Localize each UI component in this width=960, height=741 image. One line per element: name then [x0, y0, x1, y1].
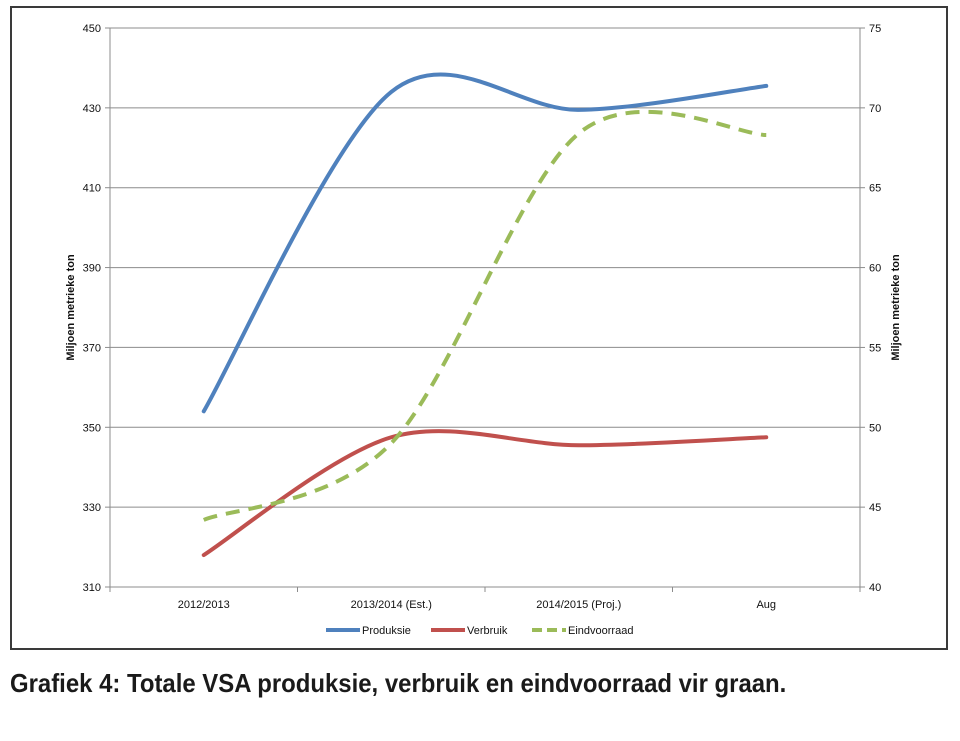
right-tick-label: 65 [869, 183, 881, 195]
series-line-verbruik [201, 429, 769, 558]
legend-label: Eindvoorraad [568, 625, 633, 637]
right-tick-label: 50 [869, 422, 881, 434]
series-line-eindvoorraad [202, 109, 767, 522]
x-tick-label: 2013/2014 (Est.) [351, 599, 432, 611]
chart: 310 330 350 370 390 410 430 450 40 45 50 55 60 65 70 75… [65, 23, 902, 637]
left-tick-label: 410 [83, 183, 101, 195]
left-tick-label: 370 [83, 342, 101, 354]
left-tick-label: 350 [83, 422, 101, 434]
left-tick-label: 390 [83, 263, 101, 275]
left-tick-label: 330 [83, 502, 101, 514]
right-tick-label: 55 [869, 342, 881, 354]
left-tick-label: 310 [83, 582, 101, 594]
x-tick-label: 2014/2015 (Proj.) [536, 599, 621, 611]
right-tick-label: 70 [869, 103, 881, 115]
chart-frame: 310 330 350 370 390 410 430 450 40 45 50 55 60 65 70 75… [10, 6, 948, 650]
right-axis-title: Miljoen metrieke ton [890, 254, 902, 361]
left-tick-label: 450 [83, 23, 101, 35]
legend-label: Verbruik [467, 625, 508, 637]
x-tick-label: 2012/2013 [178, 599, 230, 611]
right-tick-label: 45 [869, 502, 881, 514]
left-axis-title: Miljoen metrieke ton [65, 254, 77, 361]
right-tick-label: 75 [869, 23, 881, 35]
right-tick-label: 60 [869, 263, 881, 275]
left-tick-label: 430 [83, 103, 101, 115]
legend-label: Produksie [362, 625, 411, 637]
right-tick-label: 40 [869, 582, 881, 594]
x-tick-label: Aug [756, 599, 776, 611]
series-line-produksie [201, 72, 769, 414]
chart-caption: Grafiek 4: Totale VSA produksie, verbrui… [10, 668, 787, 698]
